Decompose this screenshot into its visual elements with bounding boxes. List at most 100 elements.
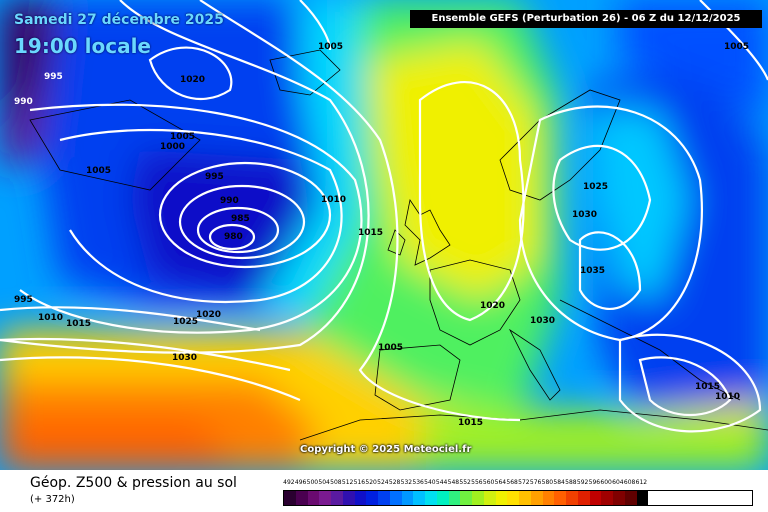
legend-value: 500	[306, 479, 319, 486]
isobars	[0, 0, 768, 433]
isobar-label: 1030	[572, 210, 597, 220]
legend-value: 556	[471, 479, 483, 486]
legend-value: 596	[588, 479, 601, 486]
weather-map: 995 990 1020 1005 1000 1005 995 990 985 …	[0, 0, 768, 470]
isobar-label: 1025	[173, 317, 198, 327]
isobar-label: 1020	[480, 301, 505, 311]
isobar-label: 1005	[318, 42, 343, 52]
legend-swatch	[425, 491, 437, 505]
scandinavia-coastline	[499, 89, 621, 201]
isobar-1000	[59, 128, 343, 304]
isobar-label: 995	[14, 295, 33, 305]
isobar-label: 995	[205, 172, 224, 182]
isobar-1005	[19, 103, 363, 334]
italy-coastline	[508, 328, 561, 401]
legend-value: 612	[635, 479, 648, 486]
legend-value: 548	[447, 479, 460, 486]
iberia-coastline	[374, 344, 461, 411]
legend-swatch	[354, 491, 367, 505]
isobar-1010-se	[638, 356, 732, 417]
isobar-1015	[199, 0, 521, 422]
legend-swatches	[283, 490, 753, 506]
isobar-label: 1000	[160, 142, 185, 152]
legend-labels: 492 496 500 504 508 512 516 520 524 528 532 536 540 5…	[283, 478, 753, 488]
isobar-1020-north	[148, 46, 233, 100]
legend-swatch	[378, 491, 390, 505]
parameter-title: Géop. Z500 & pression au sol	[30, 475, 237, 491]
isobar-1035-east	[578, 231, 642, 310]
legend-value: 532	[400, 479, 413, 486]
legend-value: 504	[318, 479, 330, 486]
legend-swatch	[542, 491, 555, 505]
isobar-label: 990	[14, 97, 33, 107]
legend-value: 600	[600, 479, 612, 486]
isobar-label: 1005	[378, 343, 403, 353]
greenland-coastline	[29, 99, 201, 191]
legend-swatch	[589, 491, 602, 505]
isobar-1005-top	[299, 0, 332, 51]
isobar-985	[196, 206, 280, 254]
legend-swatch	[460, 491, 472, 505]
legend-swatch	[436, 491, 449, 505]
legend-value: 608	[623, 479, 636, 486]
model-run-info: Ensemble GEFS (Perturbation 26) - 06 Z d…	[410, 10, 762, 28]
legend-swatch	[472, 491, 484, 505]
lead-time: (+ 372h)	[30, 494, 75, 505]
legend-value: 564	[494, 479, 507, 486]
legend-swatch	[448, 491, 461, 505]
isobar-1025-east	[518, 105, 703, 342]
legend-swatch	[307, 491, 320, 505]
isobar-980	[208, 223, 256, 251]
isobar-label: 1035	[580, 266, 605, 276]
legend-swatch	[519, 491, 531, 505]
isobar-labels: 995 990 1020 1005 1000 1005 995 990 985 …	[14, 42, 749, 428]
legend-value: 604	[612, 479, 624, 486]
legend-value: 568	[506, 479, 518, 486]
france-coastline	[429, 259, 521, 346]
balkans-coastline	[559, 299, 741, 401]
legend-swatch	[401, 491, 414, 505]
legend-swatch	[577, 491, 590, 505]
isobar-label: 995	[44, 72, 63, 82]
legend-value: 588	[565, 479, 577, 486]
legend-value: 492	[283, 479, 295, 486]
isobar-label: 1010	[715, 392, 740, 402]
legend-value: 544	[435, 479, 448, 486]
isobar-1015-se	[618, 333, 762, 433]
isobar-label: 990	[220, 196, 239, 206]
legend-value: 528	[388, 479, 401, 486]
isobar-label: 1020	[180, 75, 205, 85]
isobar-label: 1030	[530, 316, 555, 326]
legend-swatch	[483, 491, 496, 505]
legend-swatch	[495, 491, 508, 505]
legend-value: 496	[294, 479, 307, 486]
legend-value: 508	[330, 479, 342, 486]
legend-swatch	[507, 491, 519, 505]
isobar-label: 1015	[66, 319, 91, 329]
legend-swatch	[613, 491, 625, 505]
legend-swatch	[389, 491, 402, 505]
isobar-label: 1010	[38, 313, 63, 323]
isobar-label: 980	[224, 232, 243, 242]
legend-swatch	[601, 491, 613, 505]
isobar-label: 1025	[583, 182, 608, 192]
isobar-1010	[0, 0, 370, 354]
legend-swatch	[413, 491, 425, 505]
legend-swatch	[284, 491, 296, 505]
uk-coastline	[404, 198, 451, 266]
isobar-1025-sw	[0, 337, 291, 372]
legend-value: 552	[459, 479, 471, 486]
isobar-1020-ridge	[418, 81, 525, 322]
isobar-1005-ne	[699, 0, 768, 81]
legend-value: 584	[553, 479, 565, 486]
forecast-time: 19:00 locale	[14, 34, 151, 58]
legend-swatch	[342, 491, 355, 505]
isobar-1030-east	[552, 144, 652, 251]
coastlines	[29, 49, 768, 441]
isobar-label: 1015	[695, 382, 720, 392]
legend-swatch	[636, 491, 649, 505]
legend-value: 520	[365, 479, 377, 486]
isobar-label: 1015	[458, 418, 483, 428]
copyright-notice: Copyright © 2025 Meteociel.fr	[300, 444, 472, 455]
isobar-1030-sw	[0, 356, 301, 402]
